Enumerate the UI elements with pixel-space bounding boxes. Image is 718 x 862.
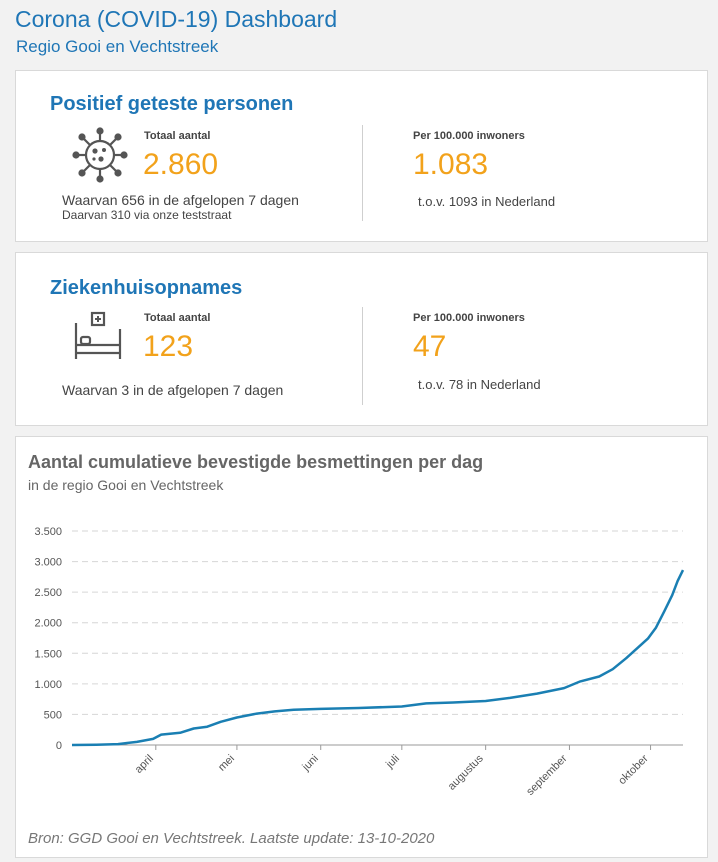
total-value: 2.860 xyxy=(143,148,219,181)
x-tick-label: september xyxy=(524,752,569,797)
y-tick-label: 3.500 xyxy=(34,526,62,538)
chart-card: Aantal cumulatieve bevestigde besmetting… xyxy=(15,436,708,858)
per-100k-label: Per 100.000 inwoners xyxy=(413,130,525,142)
national-comparison: t.o.v. 78 in Nederland xyxy=(418,377,541,392)
y-tick-label: 0 xyxy=(56,740,62,752)
per-100k-value: 47 xyxy=(413,330,447,363)
page-subtitle: Regio Gooi en Vechtstreek xyxy=(16,37,219,56)
chart-subtitle: in de regio Gooi en Vechtstreek xyxy=(28,477,224,493)
x-tick-label: juni xyxy=(300,753,321,774)
x-tick-label: oktober xyxy=(616,752,651,787)
series-line xyxy=(71,569,685,747)
card-divider xyxy=(362,125,363,221)
national-comparison: t.o.v. 1093 in Nederland xyxy=(418,194,556,209)
card-title: Positief geteste personen xyxy=(50,93,294,115)
weekly-note: Waarvan 656 in de afgelopen 7 dagen xyxy=(62,192,299,208)
y-tick-label: 1.500 xyxy=(34,648,62,660)
hospital-card: Ziekenhuisopnames Totaal aantal 123 Waar… xyxy=(15,252,708,426)
card-divider xyxy=(362,307,363,405)
total-label: Totaal aantal xyxy=(144,312,211,324)
per-100k-value: 1.083 xyxy=(413,148,489,181)
y-tick-label: 2.000 xyxy=(34,618,62,630)
x-tick-label: april xyxy=(133,753,156,776)
virus-icon xyxy=(72,127,128,188)
x-tick-label: mei xyxy=(216,753,237,774)
total-value: 123 xyxy=(143,330,194,363)
positive-tests-card: Positief geteste personen Totaal aantal … xyxy=(15,70,708,242)
hospital-bed-icon xyxy=(72,311,124,366)
total-label: Totaal aantal xyxy=(144,130,211,142)
x-tick-label: augustus xyxy=(446,752,486,792)
x-tick-label: juli xyxy=(383,753,402,772)
y-tick-label: 500 xyxy=(44,709,62,721)
weekly-note: Waarvan 3 in de afgelopen 7 dagen xyxy=(62,382,284,398)
y-tick-label: 1.000 xyxy=(34,679,62,691)
source-note: Bron: GGD Gooi en Vechtstreek. Laatste u… xyxy=(28,830,435,847)
teststraat-note: Daarvan 310 via onze teststraat xyxy=(62,208,232,222)
page-title: Corona (COVID-19) Dashboard xyxy=(15,6,338,32)
per-100k-label: Per 100.000 inwoners xyxy=(413,312,525,324)
cumulative-chart: 0 500 1.000 1.500 2.000 2.500 3.000 3.500 april m… xyxy=(34,526,685,798)
y-tick-label: 2.500 xyxy=(34,587,62,599)
y-tick-label: 3.000 xyxy=(34,557,62,569)
chart-title: Aantal cumulatieve bevestigde besmetting… xyxy=(28,452,484,472)
card-title: Ziekenhuisopnames xyxy=(50,277,243,299)
